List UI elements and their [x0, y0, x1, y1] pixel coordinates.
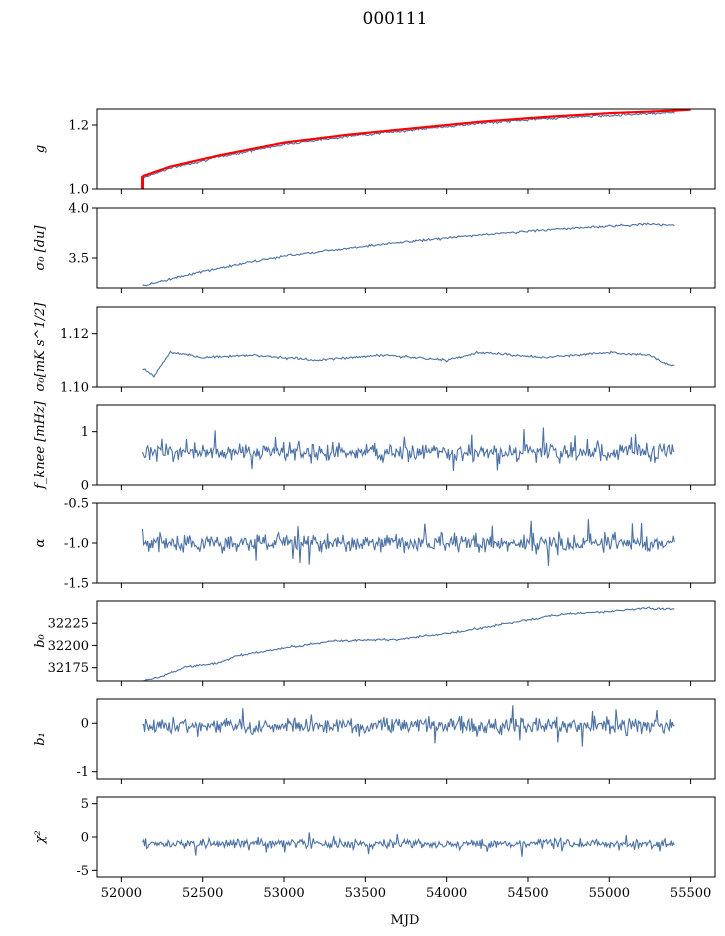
- series-line: [141, 519, 675, 566]
- y-tick-label: 1: [81, 425, 89, 440]
- series-line: [142, 606, 675, 682]
- y-tick-label: 3.5: [68, 252, 89, 267]
- y-tick-label: 5: [81, 797, 89, 812]
- y-tick-label: -0.5: [64, 497, 89, 512]
- y-tick-label: 4.0: [68, 202, 89, 217]
- series-line: [142, 832, 675, 857]
- y-tick-label: 1.12: [60, 327, 89, 342]
- axes-frame: [96, 404, 716, 486]
- fit-line: [142, 108, 691, 178]
- panel-chi2: -5 0 5 χ² 52000 52500 53000 53500 54000 54500 5500…: [33, 796, 716, 901]
- x-tick-label: 53000: [263, 886, 304, 901]
- axes-frame: [96, 207, 716, 289]
- y-tick-label: 0: [81, 479, 89, 494]
- axes-frame: [96, 698, 716, 780]
- series-line: [142, 222, 675, 287]
- series-line: [142, 705, 675, 747]
- y-tick-label: -1.5: [64, 577, 89, 592]
- axes-frame: [96, 796, 716, 878]
- y-tick-label: 1.10: [60, 381, 89, 396]
- panel-sigma0_mK: 1.10 1.12 σ₀[mK s^1/2]: [33, 302, 716, 396]
- panel-b1: -1 0 b₁: [33, 698, 716, 784]
- axes-frame: [96, 108, 716, 190]
- series-line: [142, 110, 675, 179]
- x-tick-label: 55500: [670, 886, 711, 901]
- y-axis-label: f_knee [mHz]: [33, 400, 48, 490]
- figure-title: 000111: [363, 9, 428, 29]
- x-tick-label: 52000: [101, 886, 142, 901]
- panel-g: 1.0 1.2 g: [33, 108, 716, 198]
- series-line: [141, 427, 675, 472]
- axes-frame: [96, 306, 716, 388]
- y-tick-label: -1.0: [64, 537, 89, 552]
- panel-fknee: 0 1 f_knee [mHz]: [33, 400, 716, 494]
- y-axis-label: σ₀ [du]: [33, 225, 48, 271]
- y-axis-label: b₁: [33, 732, 48, 746]
- series-line: [142, 350, 675, 378]
- y-tick-label: 32225: [48, 617, 89, 632]
- panels: 1.0 1.2 g 3.5 4.0 σ₀ [du] 1.10 1.12 σ₀[mK s^1/2]…: [33, 108, 716, 901]
- y-axis-label: b₀: [33, 633, 48, 647]
- x-tick-label: 52500: [182, 886, 223, 901]
- y-tick-label: -1: [76, 765, 89, 780]
- y-axis-label: α: [33, 538, 48, 547]
- axes-frame: [96, 600, 716, 682]
- x-tick-label: 54500: [507, 886, 548, 901]
- y-tick-label: 0: [81, 831, 89, 846]
- x-tick-label: 53500: [345, 886, 386, 901]
- x-tick-label: 55000: [589, 886, 630, 901]
- y-tick-label: 1.2: [68, 119, 89, 134]
- panel-alpha: -1.5 -1.0 -0.5 α: [33, 497, 716, 592]
- y-axis-label: σ₀[mK s^1/2]: [33, 302, 48, 392]
- x-tick-label: 54000: [426, 886, 467, 901]
- y-tick-label: 1.0: [68, 183, 89, 198]
- y-axis-label: χ²: [33, 830, 48, 844]
- x-axis-label: MJD: [391, 913, 420, 928]
- y-axis-label: g: [33, 145, 48, 153]
- y-tick-label: 32175: [48, 661, 89, 676]
- y-tick-label: 32200: [48, 639, 89, 654]
- y-tick-label: -5: [76, 864, 89, 879]
- panel-sigma0_du: 3.5 4.0 σ₀ [du]: [33, 202, 716, 293]
- y-tick-label: 0: [81, 717, 89, 732]
